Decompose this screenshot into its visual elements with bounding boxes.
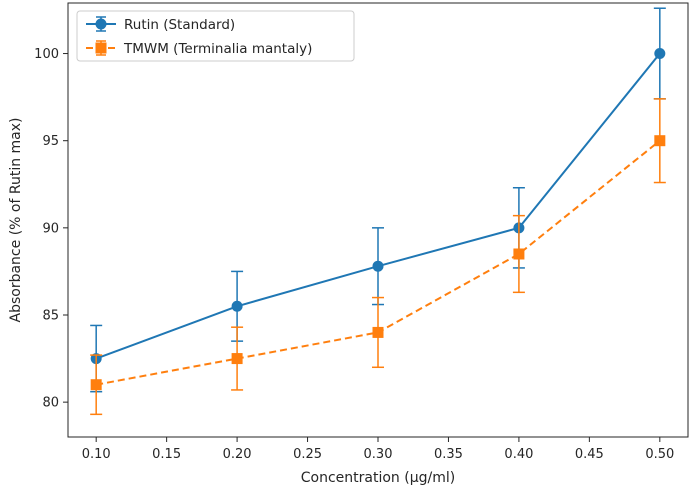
x-tick-label: 0.25 <box>293 447 322 462</box>
data-point <box>513 248 525 260</box>
legend-marker <box>95 42 107 54</box>
y-axis-title: Absorbance (% of Rutin max) <box>8 118 24 323</box>
data-point <box>372 326 384 338</box>
data-point <box>231 300 243 312</box>
legend-frame <box>76 10 355 62</box>
x-axis-title: Concentration (µg/ml) <box>301 470 455 486</box>
y-tick-label: 80 <box>42 396 59 411</box>
x-tick-label: 0.20 <box>223 447 252 462</box>
x-tick-label: 0.50 <box>645 447 674 462</box>
y-tick-label: 95 <box>42 134 59 149</box>
legend-label: TMWM (Terminalia mantaly) <box>123 41 312 57</box>
x-tick-label: 0.35 <box>434 447 463 462</box>
y-tick-label: 100 <box>34 47 59 62</box>
plot-area: 0.10 0.15 0.20 0.25 0.30 0.35 0.40 0.45 0.50 80 85… <box>34 2 689 462</box>
x-tick-label: 0.30 <box>364 447 393 462</box>
data-point <box>654 135 666 147</box>
y-tick-label: 85 <box>42 308 59 323</box>
legend-marker <box>95 18 107 30</box>
x-tick-label: 0.10 <box>82 447 111 462</box>
series-1 <box>90 7 666 393</box>
series-2 <box>90 98 666 416</box>
y-tick-label: 90 <box>42 221 59 236</box>
x-tick-label: 0.40 <box>504 447 533 462</box>
x-tick-label: 0.15 <box>152 447 181 462</box>
data-point <box>90 379 102 391</box>
data-point <box>372 260 384 272</box>
data-point <box>231 353 243 365</box>
legend-label: Rutin (Standard) <box>124 17 235 33</box>
x-tick-label: 0.45 <box>575 447 604 462</box>
legend: Rutin (Standard) TMWM (Terminalia mantaly… <box>76 10 355 62</box>
data-point <box>654 48 666 60</box>
